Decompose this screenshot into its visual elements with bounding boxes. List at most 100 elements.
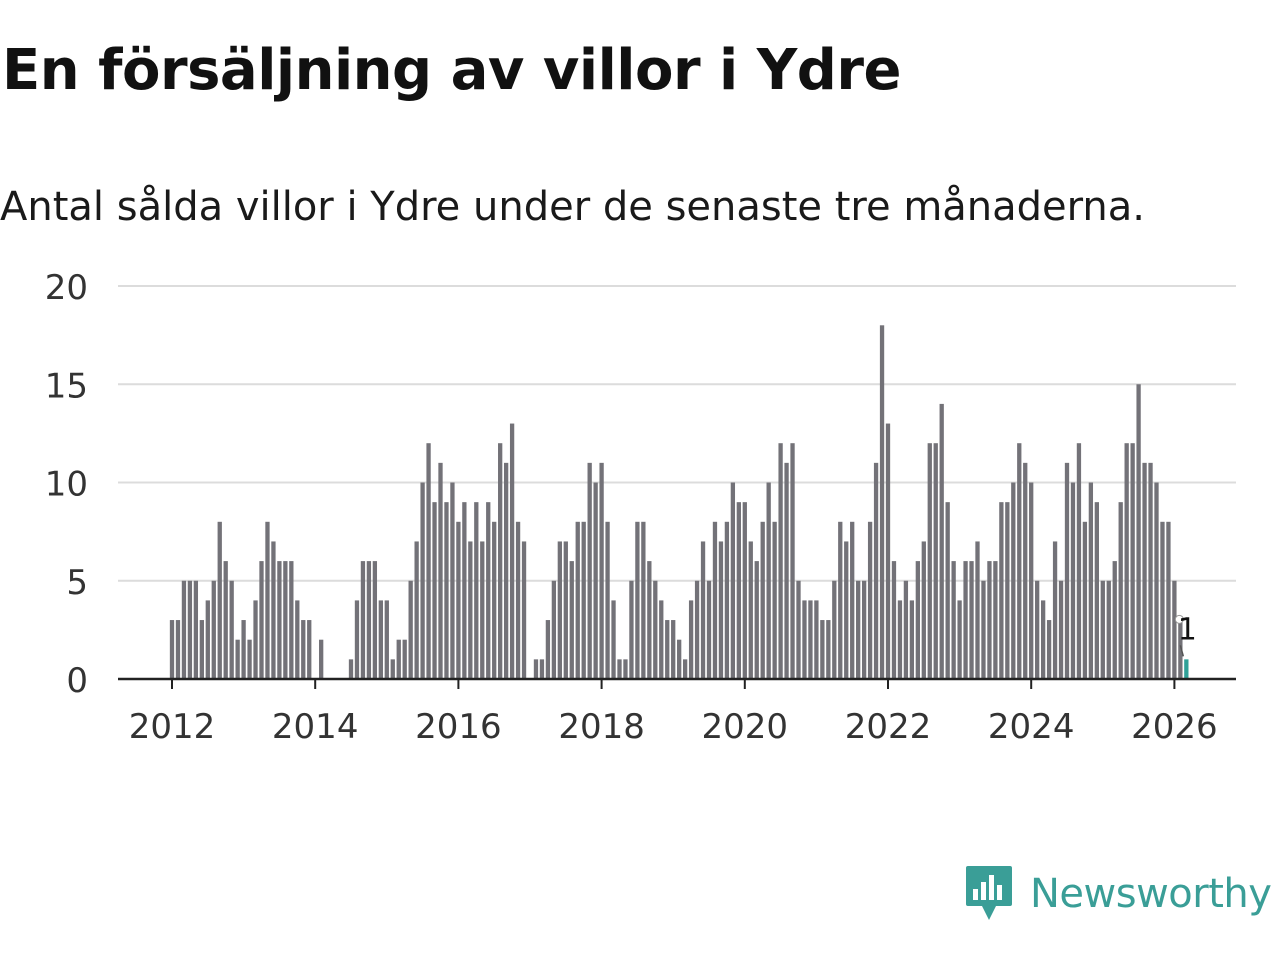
bar bbox=[861, 580, 867, 679]
bar bbox=[671, 620, 676, 679]
bar bbox=[259, 561, 264, 679]
bar bbox=[605, 521, 610, 679]
bar bbox=[223, 561, 228, 679]
bar bbox=[742, 502, 747, 679]
bar bbox=[611, 600, 616, 679]
bar bbox=[1172, 580, 1177, 679]
bar bbox=[247, 639, 252, 679]
bar bbox=[1052, 541, 1058, 679]
bar bbox=[474, 502, 479, 679]
bar bbox=[999, 502, 1004, 679]
bar bbox=[169, 620, 175, 679]
bar bbox=[1112, 561, 1117, 679]
bar bbox=[1118, 502, 1123, 679]
chart-subtitle: Antal sålda villor i Ydre under de senas… bbox=[0, 184, 1145, 230]
x-tick-label: 2020 bbox=[702, 707, 789, 747]
bar bbox=[468, 541, 473, 679]
bar bbox=[283, 561, 288, 679]
bar bbox=[623, 659, 628, 679]
bar bbox=[593, 482, 598, 679]
bar bbox=[1106, 580, 1111, 679]
annotation-label: 1 bbox=[1178, 612, 1197, 647]
bar bbox=[641, 521, 646, 679]
bar bbox=[677, 639, 682, 679]
bar bbox=[915, 561, 920, 679]
bar bbox=[581, 521, 586, 679]
bar bbox=[700, 541, 706, 679]
bar bbox=[796, 580, 801, 679]
bar bbox=[1076, 443, 1082, 679]
bar bbox=[993, 561, 998, 679]
bar bbox=[480, 541, 485, 679]
bar bbox=[456, 521, 461, 679]
bar bbox=[808, 600, 813, 679]
bar bbox=[307, 620, 312, 679]
bar bbox=[199, 620, 204, 679]
bar bbox=[718, 541, 724, 679]
bar bbox=[450, 482, 455, 679]
bar bbox=[509, 423, 515, 679]
bar bbox=[402, 639, 407, 679]
annotation-dot bbox=[1174, 614, 1184, 624]
bar bbox=[1040, 600, 1046, 679]
bar bbox=[885, 423, 891, 679]
bar bbox=[867, 521, 873, 679]
y-tick-label: 20 bbox=[45, 268, 88, 308]
x-tick-label: 2016 bbox=[415, 707, 502, 747]
bar bbox=[1100, 580, 1105, 679]
bar bbox=[945, 502, 950, 679]
bar bbox=[1064, 462, 1070, 679]
bar bbox=[1082, 521, 1088, 679]
y-tick-label: 0 bbox=[66, 661, 88, 701]
x-tick-label: 2022 bbox=[845, 707, 932, 747]
bar bbox=[987, 561, 992, 679]
bar bbox=[187, 580, 193, 679]
bar bbox=[372, 561, 378, 679]
bar bbox=[563, 541, 568, 679]
bar bbox=[432, 502, 437, 679]
bar bbox=[533, 659, 539, 679]
bar bbox=[1017, 443, 1022, 679]
bar bbox=[688, 600, 694, 679]
bar bbox=[927, 443, 932, 679]
bar bbox=[784, 462, 789, 679]
bar bbox=[348, 659, 354, 679]
bar bbox=[492, 521, 497, 679]
bar bbox=[969, 561, 974, 679]
bar bbox=[569, 561, 574, 679]
bar bbox=[521, 541, 527, 679]
bar bbox=[301, 620, 306, 679]
bar bbox=[205, 600, 210, 679]
bar bbox=[1070, 482, 1076, 679]
bar bbox=[1005, 502, 1010, 679]
bar-chart: 0 5 10 15 20 2012 2014 2016 2018 2020 2022 2024 2026… bbox=[45, 268, 1236, 747]
x-tick-label: 2014 bbox=[272, 707, 359, 747]
bar bbox=[939, 403, 944, 679]
y-tick-label: 10 bbox=[45, 465, 88, 505]
bar bbox=[396, 639, 401, 679]
bar bbox=[462, 502, 467, 679]
bar bbox=[295, 600, 300, 679]
bar bbox=[629, 580, 634, 679]
bar bbox=[963, 561, 968, 679]
bar bbox=[444, 502, 449, 679]
bar bbox=[426, 443, 431, 679]
bar bbox=[360, 561, 366, 679]
bar bbox=[712, 521, 718, 679]
bar bbox=[1094, 502, 1099, 679]
bar bbox=[1178, 620, 1183, 679]
bar bbox=[617, 659, 622, 679]
bar bbox=[838, 521, 843, 679]
x-tick-label: 2018 bbox=[558, 707, 645, 747]
bar bbox=[175, 620, 181, 679]
bar bbox=[802, 600, 807, 679]
bar bbox=[319, 639, 324, 679]
bar bbox=[229, 580, 234, 679]
bar bbox=[241, 620, 246, 679]
bar bbox=[1166, 521, 1171, 679]
bar bbox=[599, 462, 604, 679]
bar bbox=[1011, 482, 1016, 679]
bar bbox=[193, 580, 199, 679]
bar bbox=[778, 443, 783, 679]
bar bbox=[659, 600, 664, 679]
